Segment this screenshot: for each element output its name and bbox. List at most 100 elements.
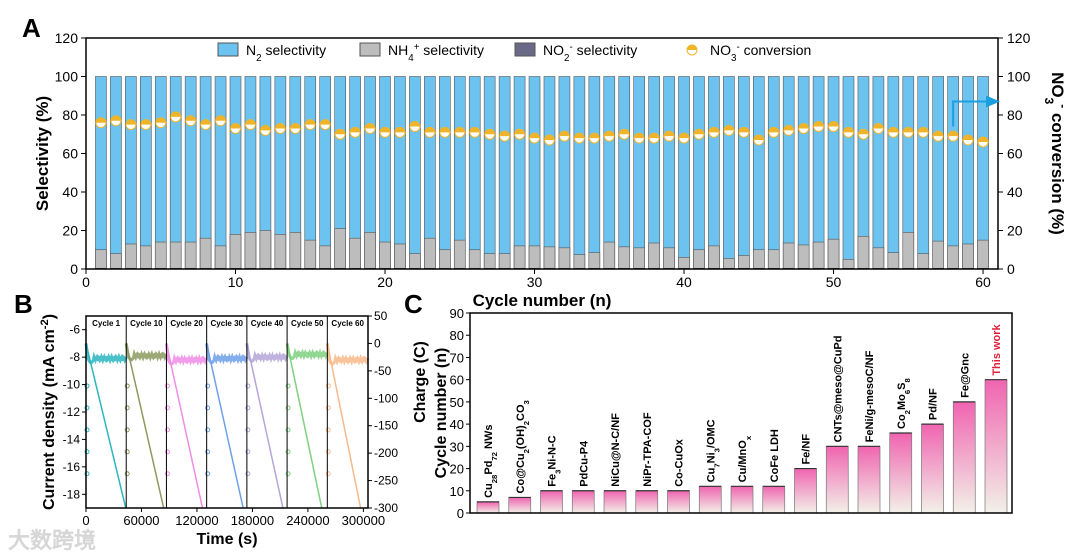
n2-bar [498,76,511,270]
y2-tick-label: -100 [374,391,398,405]
y-tick-label: 100 [55,69,79,85]
nh4-bar [453,239,466,270]
conversion-point-fill [230,123,241,129]
text-part: S [896,383,908,390]
nh4-bar [199,237,212,270]
nh4-bar [752,249,765,270]
text-part: 2 [902,410,911,414]
legend-marker-fill [687,45,697,50]
comparison-bar [825,445,849,514]
data-marker [124,427,130,433]
plot-frame-b [85,315,369,509]
nh4-bar [528,245,541,270]
nh4-bar [364,232,376,270]
comparison-bar [730,485,754,514]
text-part: 2 [521,421,530,425]
data-marker [245,427,251,433]
y2-tick-label: 60 [1007,146,1023,162]
nh4-bar [558,247,571,270]
nh4-bar [543,246,556,270]
text-part: NWs [483,425,495,453]
text-part: /OMC [705,419,717,448]
nh4-bar [977,239,989,270]
conversion-point-fill [933,131,944,137]
nh4-bar [738,255,750,270]
n2-bar [648,76,660,270]
text-part: 2 [521,449,530,453]
data-marker [164,383,170,389]
conversion-point-fill [514,129,525,135]
y-tick-label: 80 [62,107,78,123]
text-part: NO [710,42,731,58]
n2-bar [483,76,496,270]
n2-bar [917,76,930,270]
conversion-point-fill [275,123,286,129]
data-marker [245,405,251,411]
conversion-point-fill [948,131,959,137]
y-axis-title: Selectivity (%) [33,96,52,211]
comparison-bar [921,423,944,514]
cycle-label: Cycle 1 [92,319,121,328]
data-marker [124,405,130,411]
current-density-line [164,343,209,366]
legend-swatch [359,42,381,57]
nh4-bar [468,249,481,270]
conversion-point-fill [290,123,301,129]
data-marker [84,449,90,455]
cycle-label: Cycle 20 [170,319,203,328]
conversion-point-fill [843,127,854,133]
data-marker [245,383,251,389]
text-part: This work [991,323,1003,375]
x-tick-label: 40 [676,274,692,290]
y2-tick-label: 0 [1007,261,1015,277]
conversion-point-fill [424,127,435,133]
x-tick-label: 180000 [231,513,274,528]
conversion-point-fill [738,127,749,133]
text-part: - [569,42,572,53]
charge-line [125,343,165,509]
text-part: 2 [564,53,569,64]
conversion-point-fill [335,129,346,135]
x-tick-label: 60 [975,274,991,290]
n2-bar [678,76,690,270]
conversion-point-fill [185,115,196,121]
x-tick-label: 20 [377,274,393,290]
current-density-line [325,343,370,366]
n2-bar [812,76,825,270]
conversion-point-fill [529,133,540,139]
y-tick-label: 90 [450,306,464,321]
nh4-bar [872,247,885,270]
bar-label: Fe/NF [801,434,813,465]
bar-label: Cu28Pd72 NWs [483,425,499,498]
nh4-bar [513,245,526,270]
nh4-bar [648,242,660,270]
text-part: Fe@Gnc [959,353,971,398]
data-marker [84,383,90,389]
text-part: NiPr-TPA-COF [642,412,654,487]
data-marker [285,471,291,477]
y2-tick-label: -300 [374,501,398,515]
text-part: 3 [521,400,530,404]
current-density-line [84,343,128,365]
text-part: - [1056,104,1070,108]
n2-bar [468,76,481,270]
data-marker [164,405,170,411]
text-part: 3 [712,448,721,452]
conversion-point-fill [200,119,211,125]
data-marker [84,471,90,477]
n2-bar [738,76,750,270]
panel-label-C: C [404,289,423,319]
nh4-bar [349,237,361,270]
y2-tick-label: 120 [1007,30,1031,46]
conversion-point-fill [768,127,779,133]
nh4-bar [154,241,167,270]
text-part: 2 [256,53,261,64]
nh4-bar [947,245,959,270]
conversion-point-fill [723,125,734,131]
nh4-bar [439,249,451,270]
x-tick-label: 10 [228,274,244,290]
text-part: - [736,42,739,53]
data-marker [205,449,211,455]
